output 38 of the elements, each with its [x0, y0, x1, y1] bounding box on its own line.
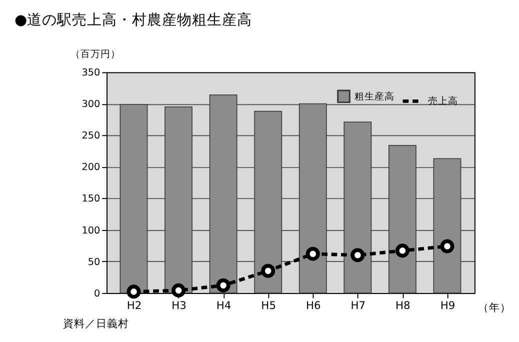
point — [395, 244, 410, 258]
bar — [164, 106, 192, 294]
y-tick-label: 100 — [82, 225, 100, 236]
y-tick-label: 50 — [88, 256, 100, 268]
chart-title: ●道の駅売上高・村農産物粗生産高 — [14, 12, 252, 29]
text: 資料／日義村 — [62, 316, 129, 330]
y-tick-label: 150 — [82, 194, 100, 205]
bar — [209, 94, 238, 294]
x-tick-label: H3 — [172, 298, 186, 312]
x-tick-label: H8 — [396, 298, 411, 312]
x-tick-label: H4 — [216, 298, 232, 312]
legend-label: 売上高 — [428, 95, 458, 108]
legend-label: 粗生産高 — [354, 90, 394, 102]
x-tick-label: H5 — [261, 298, 276, 312]
y-tick-label: 300 — [82, 99, 100, 110]
point — [440, 239, 454, 254]
bar — [120, 104, 148, 294]
bar — [254, 110, 282, 294]
y-tick-label: 250 — [82, 130, 100, 142]
point — [261, 264, 276, 278]
x-tick-label: H2 — [126, 298, 142, 312]
y-tick-label: 200 — [82, 162, 100, 174]
point — [216, 278, 230, 292]
x-tick-label: H7 — [350, 298, 366, 312]
bar — [433, 158, 462, 294]
x-tick-label: H6 — [306, 298, 321, 312]
x-tick-label: H9 — [440, 298, 456, 312]
point — [350, 248, 365, 262]
y-axis-title: （百万円） — [70, 49, 120, 60]
point — [172, 283, 186, 298]
point — [306, 246, 320, 261]
x-axis-title: （年） — [478, 300, 511, 314]
bar — [344, 122, 372, 294]
point — [126, 284, 141, 299]
y-tick-label: 0 — [94, 288, 100, 300]
bar — [388, 144, 416, 294]
y-tick-label: 350 — [82, 68, 100, 79]
bar — [298, 103, 327, 294]
